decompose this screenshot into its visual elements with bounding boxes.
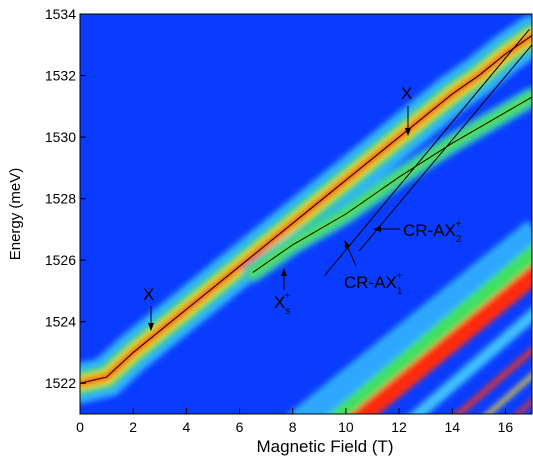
x-tick-label: 12	[391, 419, 407, 435]
x-tick-label: 0	[76, 419, 84, 435]
plot-frame	[79, 13, 533, 415]
annotation-sub: 2	[456, 234, 462, 245]
x-tick-label: 10	[338, 419, 354, 435]
annotation: X	[143, 285, 154, 304]
x-tick-label: 4	[182, 419, 190, 435]
x-tick-label: 2	[129, 419, 137, 435]
band	[350, 265, 532, 414]
x-tick-label: 16	[498, 419, 514, 435]
lines	[80, 29, 532, 384]
line	[80, 35, 532, 384]
annotation-text: X	[274, 293, 285, 312]
annotation-sup: +	[284, 291, 290, 302]
band	[409, 307, 532, 414]
colormap	[80, 14, 532, 414]
annotation: CR-AX1 +	[344, 271, 403, 297]
line	[358, 44, 532, 252]
annotation-text: CR-AX	[344, 273, 397, 292]
y-tick-label: 1526	[45, 252, 76, 268]
annotations: X X Xs+ CR-AX2+ CR-AX1+	[143, 84, 462, 331]
annotation-sup: +	[396, 271, 402, 282]
axes: 0 2 4 6 8 10 12 14 16152215241526152815301532153…	[45, 6, 514, 435]
y-tick-label: 1534	[45, 6, 76, 22]
line	[252, 96, 532, 273]
x-tick-label: 6	[236, 419, 244, 435]
band	[485, 373, 532, 414]
band	[328, 243, 532, 414]
y-tick-label: 1522	[45, 375, 76, 391]
annotation-text: X	[143, 285, 154, 304]
band	[287, 220, 532, 414]
y-axis-label: Energy (meV)	[7, 168, 24, 261]
y-tick-label: 1524	[45, 314, 76, 330]
x-axis-label: Magnetic Field (T)	[257, 437, 394, 456]
x-tick-label: 8	[289, 419, 297, 435]
band	[514, 398, 532, 414]
line	[324, 29, 530, 276]
annotation-text: X	[401, 84, 412, 103]
annotation: CR-AX2 +	[403, 219, 462, 245]
annotation-sub: s	[285, 306, 290, 317]
annotation-sub: 1	[397, 286, 403, 297]
landau-bands	[287, 220, 532, 414]
y-tick-label: 1532	[45, 68, 76, 84]
annotation: Xs +	[274, 291, 290, 317]
annotation-sup: +	[455, 219, 461, 230]
annotation: X	[401, 84, 412, 103]
y-tick-label: 1528	[45, 191, 76, 207]
arrow	[344, 240, 357, 267]
annotation-text: CR-AX	[403, 221, 456, 240]
x-tick-label: 14	[444, 419, 460, 435]
y-tick-label: 1530	[45, 129, 76, 145]
